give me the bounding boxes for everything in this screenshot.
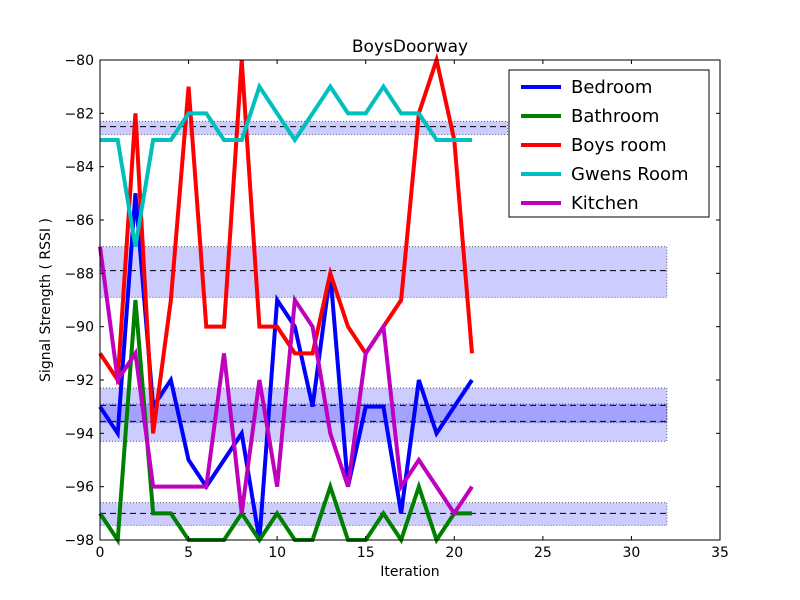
series-line-bedroom	[98, 193, 474, 541]
legend-label-0: Bedroom	[571, 77, 652, 98]
series-line-gwens-room	[100, 82, 472, 247]
x-tick-label: 15	[357, 545, 375, 561]
series-line-bathroom	[98, 299, 472, 546]
series-line-kitchen	[98, 246, 474, 517]
legend: Bedroom Bathroom Boys room Gwens Room Kitche…	[508, 69, 710, 218]
y-tick-label: −84	[64, 160, 94, 176]
y-tick-label: −96	[64, 480, 94, 496]
legend-label-1: Bathroom	[571, 106, 659, 127]
data-series	[98, 52, 474, 546]
legend-label-3: Gwens Room	[571, 164, 689, 185]
chart-title: BoysDoorway	[352, 37, 468, 57]
x-tick-label: 10	[268, 545, 286, 561]
x-tick-label: 25	[534, 545, 552, 561]
y-axis-label: Signal Strength ( RSSI )	[38, 218, 54, 382]
y-tick-label: −88	[64, 266, 94, 282]
x-tick-label: 30	[623, 545, 641, 561]
series-line-boys-room	[98, 52, 474, 434]
x-tick-label: 0	[96, 545, 105, 561]
x-tick-label: 20	[445, 545, 463, 561]
y-tick-label: −80	[64, 53, 94, 69]
x-axis-label: Iteration	[380, 564, 439, 580]
x-tick-label: 5	[184, 545, 193, 561]
legend-label-2: Boys room	[571, 135, 667, 156]
y-tick-label: −82	[64, 106, 94, 122]
y-tick-label: −92	[64, 373, 94, 389]
y-tick-label: −90	[64, 320, 94, 336]
reference-band-1	[99, 246, 668, 298]
axis-ticks: 0 5 10 15 20 25 30 35 −98 −96 −94 −92 −90 −88 −86 −84 −8…	[64, 53, 728, 561]
y-tick-label: −98	[64, 533, 94, 549]
y-tick-label: −86	[64, 213, 94, 229]
x-tick-label: 35	[711, 545, 729, 561]
legend-label-4: Kitchen	[571, 193, 639, 214]
plot-frame	[99, 59, 721, 541]
y-tick-label: −94	[64, 426, 94, 442]
